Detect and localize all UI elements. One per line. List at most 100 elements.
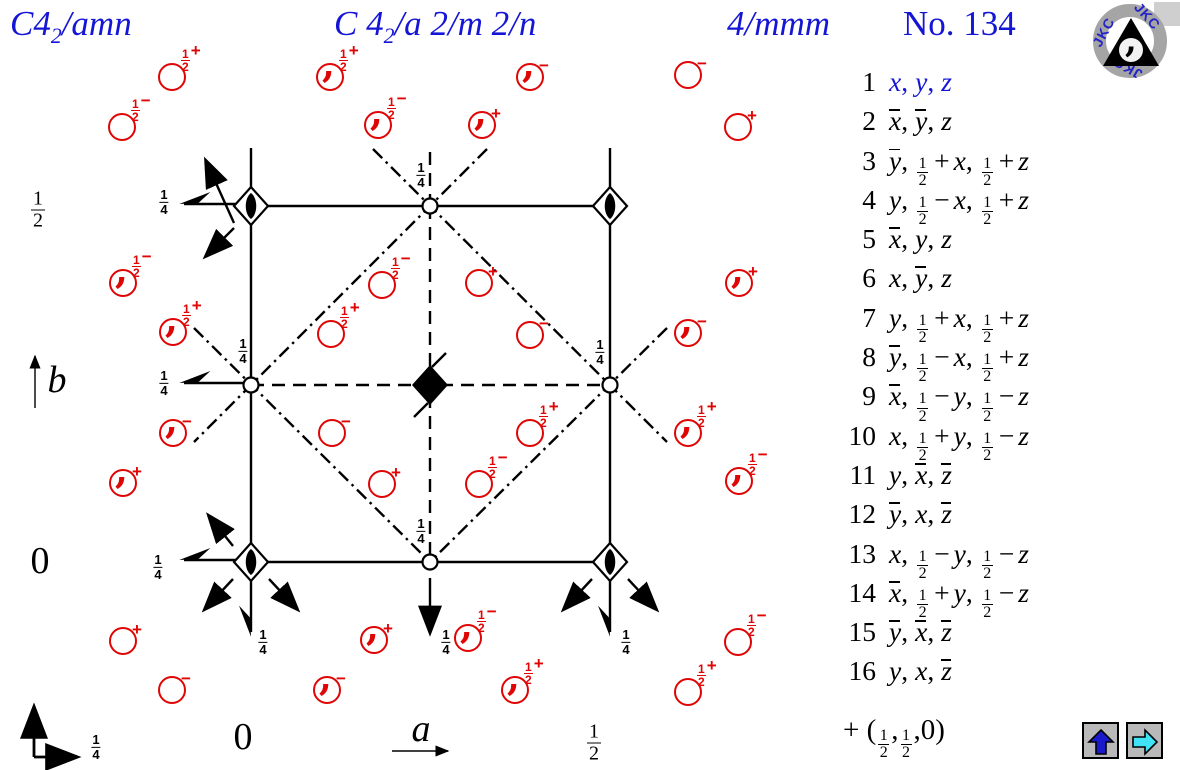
atom-circle: [725, 269, 753, 297]
inversion-centre-symbols: [242, 197, 619, 571]
next-button[interactable]: [1126, 722, 1163, 759]
atom-height-label: 1 2 +: [524, 654, 544, 688]
atom-circle: [318, 419, 346, 447]
atom-height-label: 1 2−: [132, 247, 152, 281]
fourbar-axis-symbols: [232, 185, 629, 583]
comma-glyph: ,: [680, 398, 693, 442]
position-coordinates: y, x, z: [889, 458, 952, 490]
position-number: 15: [848, 616, 877, 648]
atom-height-label: +: [488, 262, 498, 281]
position-row: 14 x, 1 2 + y, 1 2− z: [836, 577, 1166, 621]
atom-height-label: +: [383, 619, 393, 638]
atom-height-label: +: [747, 106, 757, 125]
comma-glyph: ,: [731, 248, 744, 292]
atom-circle: [316, 63, 344, 91]
up-button[interactable]: [1082, 722, 1119, 759]
atom-height-label: 1 2−: [488, 448, 508, 482]
comma-glyph: ,: [522, 42, 535, 86]
position-coordinates: y, x, z: [889, 655, 952, 687]
space-group-number: No. 134: [903, 4, 1016, 43]
atom-circle: [158, 676, 186, 704]
atom-circle: [368, 271, 396, 299]
position-coordinates: y, 1 2− x, 1 2 + z: [889, 341, 1029, 386]
atom-circle: [465, 269, 493, 297]
atom-circle: [468, 111, 496, 139]
atom-height-label: 1 2−: [391, 249, 411, 283]
atom-height-label: 1 2 +: [182, 296, 202, 330]
atom-height-label: −: [341, 412, 351, 431]
atom-height-label: 1 2−: [748, 445, 768, 479]
atom-height-label: 1 2 +: [340, 298, 360, 332]
position-number: 11: [849, 458, 876, 490]
position-row: 15 y, x, z: [836, 616, 1166, 655]
position-coordinates: x, 1 2 + y, 1 2− z: [889, 576, 1029, 622]
position-number: 1: [862, 66, 876, 97]
cell-coordinate-label: 0: [233, 716, 253, 758]
position-coordinates: y, 1 2− x, 1 2 + z: [889, 183, 1029, 229]
atom-circle: [724, 628, 752, 656]
atom-circle: [368, 470, 396, 498]
right-arrow-icon: [1131, 727, 1158, 756]
atom-circle: [364, 111, 392, 139]
position-number: 7: [862, 301, 876, 333]
atom-circle: [109, 269, 137, 297]
atom-height-label: +: [132, 620, 142, 639]
position-row: 16 y, x, z: [836, 655, 1166, 694]
comma-glyph: ,: [680, 298, 693, 342]
atom-circle: [516, 63, 544, 91]
atom-height-label: 1 2−: [477, 602, 497, 636]
position-number: 10: [848, 419, 877, 451]
atom-height-label: −: [697, 54, 707, 73]
position-row: 2 x, y, z: [836, 105, 1166, 144]
atom-height-label: −: [336, 669, 346, 688]
atom-comma: , −: [516, 46, 549, 91]
atom-circle: [360, 626, 388, 654]
atom-comma: , +: [109, 452, 142, 497]
point-group-symbol: 4/mmm: [727, 4, 831, 43]
atom: −: [158, 670, 191, 704]
position-number: 8: [862, 341, 876, 373]
atom: +: [109, 621, 142, 655]
comma-glyph: ,: [165, 297, 178, 341]
atom: −: [516, 315, 549, 349]
atom-comma: , 1 2−: [109, 248, 152, 297]
atom-comma: , 1 2 +: [316, 42, 359, 91]
atom-comma: , +: [468, 94, 501, 139]
atom-circle: [674, 319, 702, 347]
comma-glyph: ,: [731, 446, 744, 490]
axis-label-a: a: [411, 708, 431, 750]
atom: 1 2 +: [516, 398, 559, 447]
position-coordinates: y, x, z: [889, 616, 952, 648]
jkc-logo[interactable]: JKC JKC JKC ,: [1086, 0, 1180, 83]
comma-glyph: ,: [165, 398, 178, 442]
atom-comma: , 1 2 +: [159, 297, 202, 346]
position-row: 13 x, 1 2− y, 1 2− z: [836, 538, 1166, 582]
atom-circle: [725, 467, 753, 495]
atom-comma: , +: [725, 252, 758, 297]
position-row: 12 y, x, z: [836, 498, 1166, 537]
atom-circle: [724, 113, 752, 141]
position-row: 9 x, 1 2− y, 1 2− z: [836, 380, 1166, 424]
comma-glyph: ,: [460, 603, 473, 647]
atom-comma: , −: [674, 302, 707, 347]
atom: −: [674, 55, 707, 89]
position-row: 3 y, 1 2 + x, 1 2 + z: [836, 145, 1166, 189]
position-coordinates: x, 1 2− y, 1 2− z: [889, 380, 1029, 425]
axis-label-b: b: [47, 359, 67, 401]
position-row: 7 y, 1 2 + x, 1 2 + z: [836, 301, 1166, 346]
atom-comma: , 1 2−: [364, 90, 407, 139]
atom-circle: [313, 676, 341, 704]
atom-circle: [109, 469, 137, 497]
centring-translation-note: + (1 2, 1 2,0): [843, 714, 945, 762]
atom-comma: , −: [313, 659, 346, 704]
position-coordinates: x, 1 2 + y, 1 2− z: [889, 419, 1029, 465]
atom-height-label: +: [491, 104, 501, 123]
atom-height-label: −: [697, 312, 707, 331]
atom-height-label: 1 2 +: [339, 41, 359, 75]
